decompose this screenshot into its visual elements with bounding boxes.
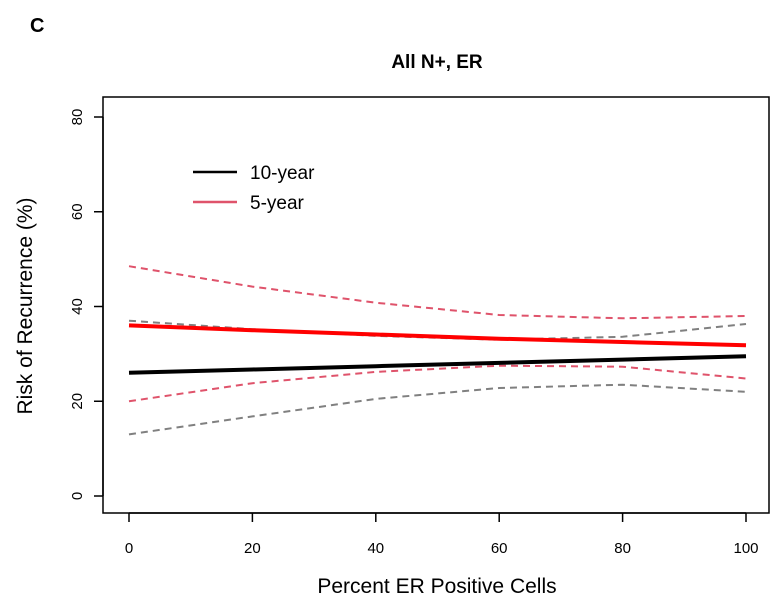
chart-title: All N+, ER xyxy=(391,52,483,73)
series-line-5-year-lower-ci xyxy=(128,364,747,403)
series-line-10-year-lower-ci xyxy=(128,383,747,436)
legend-label: 5-year xyxy=(250,193,305,214)
series-line-10-year-estimate xyxy=(128,354,747,375)
x-tick-label: 60 xyxy=(491,540,508,557)
x-tick-label: 0 xyxy=(125,540,133,557)
x-tick-label: 20 xyxy=(244,540,261,557)
legend: 10-year 5-year xyxy=(193,163,315,214)
series-line-5-year-estimate xyxy=(128,323,747,348)
legend-label: 10-year xyxy=(250,163,315,184)
y-tick-label: 80 xyxy=(69,109,86,126)
x-tick-label: 100 xyxy=(733,540,758,557)
y-axis-title: Risk of Recurrence (%) xyxy=(14,197,37,414)
series-layer xyxy=(128,265,747,436)
y-tick-label: 0 xyxy=(69,492,86,500)
y-tick-label: 40 xyxy=(69,298,86,315)
series-line-5-year-upper-ci xyxy=(128,265,747,320)
plot-area-frame xyxy=(102,96,770,514)
x-tick-label: 80 xyxy=(614,540,631,557)
x-tick-label: 40 xyxy=(367,540,384,557)
y-tick-label: 20 xyxy=(69,393,86,410)
y-axis: 0 20 40 60 80 xyxy=(69,109,104,500)
panel-label: C xyxy=(30,15,44,37)
x-axis-title: Percent ER Positive Cells xyxy=(317,575,556,598)
x-axis: 0 20 40 60 80 100 xyxy=(125,512,759,557)
y-tick-label: 60 xyxy=(69,203,86,220)
